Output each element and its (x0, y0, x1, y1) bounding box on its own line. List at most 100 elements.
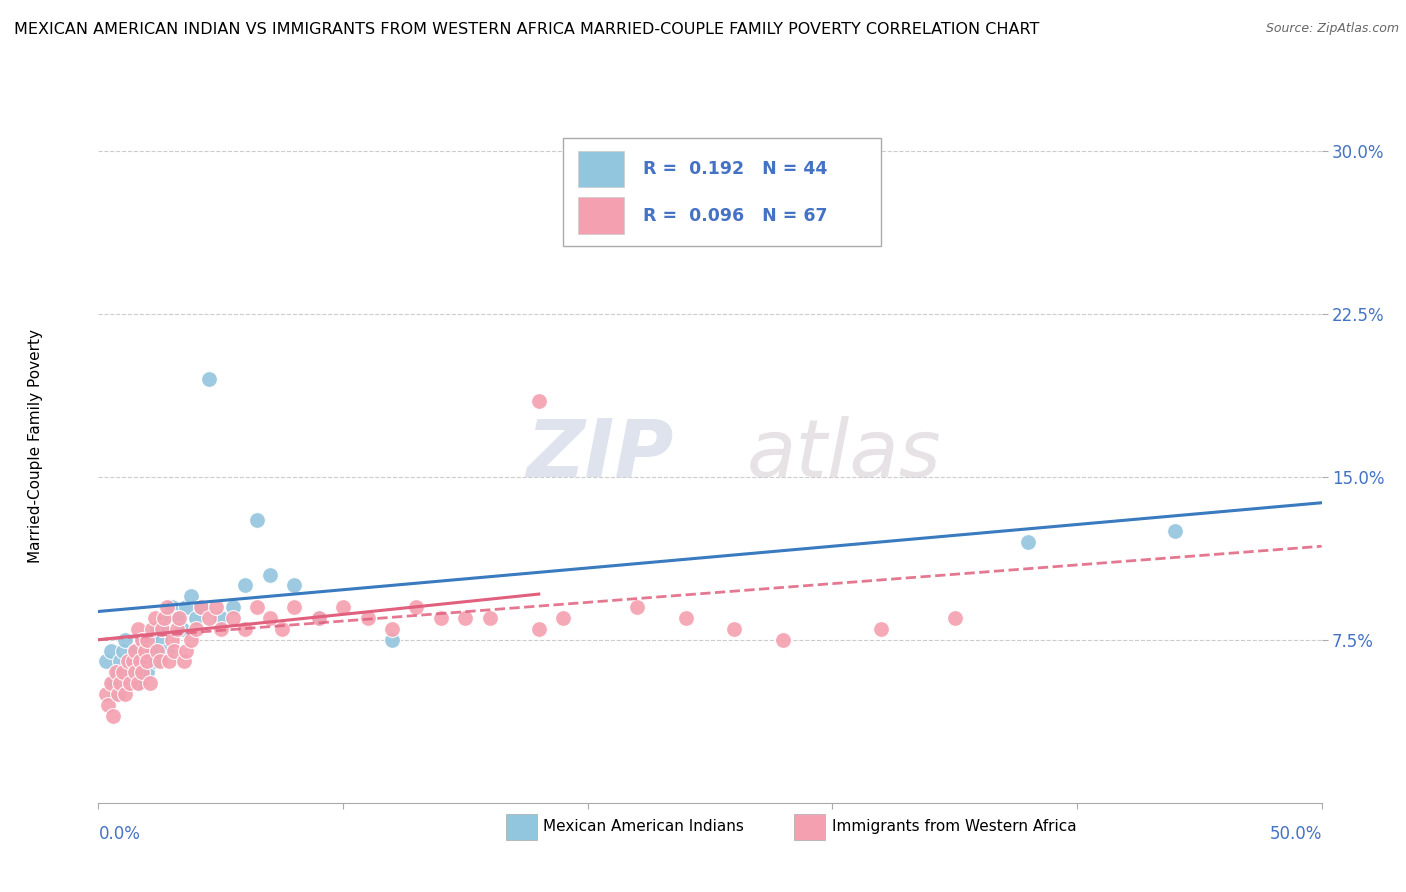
Point (100, 676, 122, 690)
Point (723, 622, 745, 636)
Point (127, 676, 149, 690)
Point (110, 676, 132, 690)
Point (381, 632, 404, 647)
Point (246, 600, 269, 615)
Point (101, 708, 124, 723)
Point (146, 622, 169, 636)
Point (308, 611, 330, 625)
Point (150, 622, 173, 636)
Point (821, 198, 844, 212)
Point (527, 393, 550, 408)
Point (120, 655, 142, 669)
Text: 0.0%: 0.0% (98, 825, 141, 843)
Point (356, 611, 378, 625)
Point (141, 643, 163, 657)
Point (124, 665, 146, 680)
Point (107, 687, 129, 701)
Text: 50.0%: 50.0% (1270, 825, 1322, 843)
Text: Immigrants from Western Africa: Immigrants from Western Africa (832, 820, 1077, 834)
Point (283, 578, 305, 592)
Point (283, 600, 305, 615)
Point (101, 676, 124, 690)
Point (176, 643, 198, 657)
Point (259, 611, 281, 625)
Point (120, 676, 142, 690)
Point (197, 372, 219, 386)
Point (94, 655, 117, 669)
Point (117, 665, 139, 680)
Bar (578, 151, 624, 187)
Point (190, 600, 212, 615)
Point (553, 611, 575, 625)
Point (129, 655, 152, 669)
Point (180, 632, 202, 647)
Point (180, 589, 202, 603)
Point (170, 622, 193, 636)
Point (197, 611, 219, 625)
Point (121, 655, 143, 669)
Point (308, 611, 330, 625)
Point (209, 611, 232, 625)
Point (167, 611, 190, 625)
Point (94, 687, 117, 701)
Point (160, 600, 183, 615)
Point (134, 655, 156, 669)
Point (149, 655, 172, 669)
Bar (578, 197, 624, 234)
Point (626, 600, 648, 615)
Point (190, 600, 212, 615)
Text: Mexican American Indians: Mexican American Indians (543, 820, 744, 834)
Point (134, 643, 156, 657)
Point (222, 600, 245, 615)
Point (270, 622, 294, 636)
Point (943, 611, 966, 625)
Point (131, 665, 153, 680)
Point (107, 665, 129, 680)
Point (332, 600, 354, 615)
Point (136, 632, 159, 647)
Text: R =  0.096   N = 67: R = 0.096 N = 67 (643, 207, 827, 225)
Point (131, 632, 153, 647)
Point (157, 655, 180, 669)
Point (454, 611, 477, 625)
Point (772, 632, 794, 647)
Point (675, 611, 697, 625)
Point (163, 643, 186, 657)
Point (156, 600, 179, 615)
Point (166, 622, 188, 636)
Point (139, 632, 162, 647)
Point (176, 600, 198, 615)
Text: R =  0.192   N = 44: R = 0.192 N = 44 (643, 160, 827, 178)
Point (246, 513, 269, 527)
Point (430, 611, 453, 625)
Point (110, 655, 132, 669)
Point (104, 665, 127, 680)
Point (111, 665, 134, 680)
Point (127, 665, 149, 680)
Point (97, 698, 120, 712)
Point (205, 600, 228, 615)
Point (136, 665, 159, 680)
Point (114, 632, 136, 647)
Point (405, 600, 427, 615)
FancyBboxPatch shape (564, 138, 882, 246)
Point (141, 622, 163, 636)
Point (381, 622, 404, 636)
Point (143, 655, 166, 669)
Point (259, 567, 281, 582)
Point (233, 578, 256, 592)
Point (160, 632, 183, 647)
Point (150, 622, 173, 636)
Text: ZIP: ZIP (526, 416, 673, 494)
Point (124, 655, 146, 669)
Point (129, 676, 152, 690)
Point (166, 611, 188, 625)
Point (478, 611, 501, 625)
Point (121, 676, 143, 690)
Text: MEXICAN AMERICAN INDIAN VS IMMIGRANTS FROM WESTERN AFRICA MARRIED-COUPLE FAMILY : MEXICAN AMERICAN INDIAN VS IMMIGRANTS FR… (14, 22, 1039, 37)
Point (153, 611, 176, 625)
Text: Married-Couple Family Poverty: Married-Couple Family Poverty (28, 329, 42, 563)
Point (1164, 524, 1187, 538)
Point (153, 611, 176, 625)
Point (143, 611, 166, 625)
